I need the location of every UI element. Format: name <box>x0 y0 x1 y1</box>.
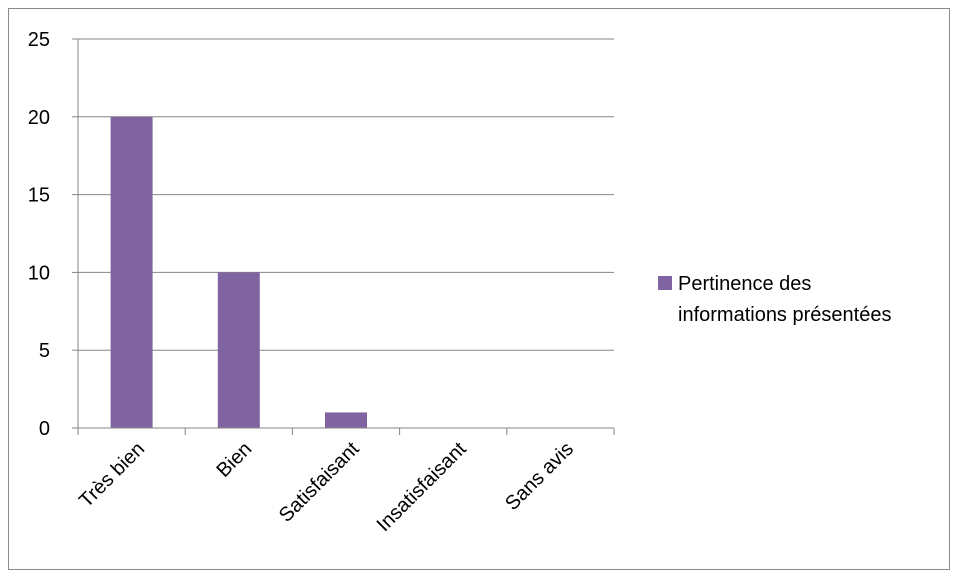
y-tick-label: 20 <box>28 107 50 129</box>
legend: Pertinence des informations présentées <box>658 273 891 326</box>
y-tick-label: 15 <box>28 185 50 207</box>
gridlines <box>78 38 614 429</box>
legend-swatch <box>658 276 672 290</box>
x-tick-label: Sans avis <box>501 438 578 515</box>
chart-frame <box>8 8 950 570</box>
y-axis-ticks: 0 5 10 15 20 25 <box>28 29 79 440</box>
bars <box>110 116 367 429</box>
y-tick-label: 5 <box>39 340 50 362</box>
y-tick-label: 0 <box>39 418 50 440</box>
x-axis: Très bien Bien Satisfaisant Insatisfaisant S… <box>75 427 615 536</box>
x-tick-label: Satisfaisant <box>275 438 364 527</box>
legend-label-line-2: informations présentées <box>678 304 891 326</box>
bar <box>110 116 153 429</box>
y-tick-label: 25 <box>28 29 50 51</box>
bar <box>217 272 260 428</box>
x-tick-label: Bien <box>212 438 256 482</box>
legend-label-line-1: Pertinence des <box>678 273 811 295</box>
y-tick-label: 10 <box>28 262 50 284</box>
x-tick-label: Très bien <box>75 438 149 512</box>
x-tick-label: Insatisfaisant <box>373 438 471 536</box>
bar <box>325 412 367 428</box>
